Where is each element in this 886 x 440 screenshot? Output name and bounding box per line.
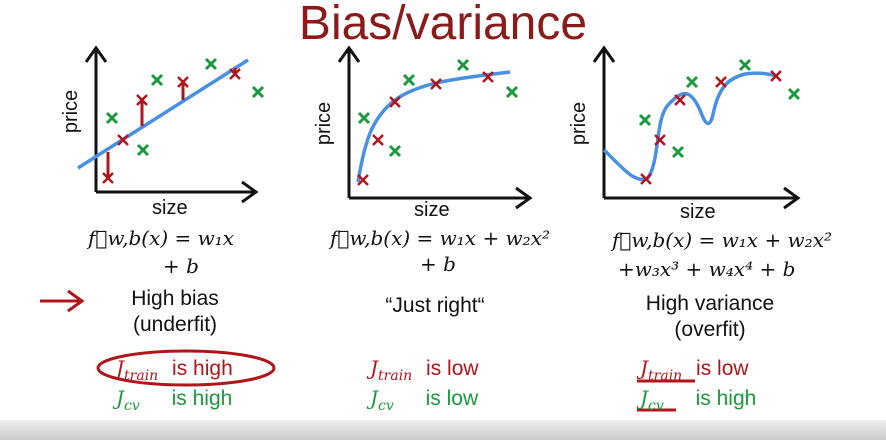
panel3-jtrain-text: is low xyxy=(696,357,749,380)
train-point-marker xyxy=(357,174,369,186)
train-point-marker xyxy=(654,134,666,146)
panel2-jcv-text: is low xyxy=(425,387,479,410)
panel1-x-label: size xyxy=(152,197,188,219)
panel2-fit-curve xyxy=(356,70,511,183)
cv-point-marker xyxy=(402,73,416,87)
panel3-formula-line1: f⃗w,b(x) = w₁x + w₂x² xyxy=(612,228,832,252)
train-point-marker xyxy=(770,70,782,82)
panel1-jtrain-text: is high xyxy=(172,357,233,380)
panel1-description-line2: (underfit) xyxy=(132,313,218,336)
panel3-fit-curve xyxy=(602,71,777,182)
panel3-x-label: size xyxy=(680,201,716,223)
cv-point-marker xyxy=(150,73,164,87)
panel3-jcv-symbol: Jcv xyxy=(640,386,664,414)
train-point-marker xyxy=(430,78,442,90)
panel1-residuals xyxy=(106,68,237,178)
panel2-jtrain-symbol: Jtrain xyxy=(370,356,413,384)
train-point-marker xyxy=(389,96,401,108)
panel1-jtrain-symbol: Jtrain xyxy=(116,356,159,384)
data-markers xyxy=(102,57,801,186)
panel3-y-label: price xyxy=(568,101,591,146)
train-point-marker xyxy=(229,68,241,80)
panel2-description-line1: “Just right“ xyxy=(385,294,485,317)
cv-point-marker xyxy=(671,145,685,159)
panel1-jtrain: Jtrain is high xyxy=(116,356,233,384)
slide-title: Bias/variance xyxy=(298,0,588,50)
panel1-description-line1: High bias xyxy=(131,287,219,310)
panel3-jcv: Jcv is high xyxy=(640,386,756,414)
panel2-jtrain-text: is low xyxy=(426,357,479,380)
panel2-jcv-symbol: Jcv xyxy=(370,386,394,414)
train-point-marker xyxy=(136,94,148,106)
panel3-description-line1: High variance xyxy=(645,292,775,315)
bottom-shadow-bar xyxy=(0,420,886,440)
panel1-formula-line1: f⃗w,b(x) = w₁x xyxy=(88,226,235,250)
panel2-formula-line1: f⃗w,b(x) = w₁x + w₂x² xyxy=(330,226,550,250)
train-point-marker xyxy=(674,94,686,106)
cv-point-marker xyxy=(505,85,519,99)
cv-point-marker xyxy=(738,58,752,72)
panel3-jcv-text: is high xyxy=(695,387,757,410)
panel3-formula-line2: +w₃x³ + w₄x⁴ + b xyxy=(618,257,796,281)
panel2-jtrain: Jtrain is low xyxy=(370,356,479,384)
cv-point-marker xyxy=(456,58,470,72)
panel1-jcv: Jcv is high xyxy=(116,386,232,414)
panel2-formula-line2: + b xyxy=(420,252,456,276)
panel3-description-line2: (overfit) xyxy=(674,318,746,341)
panel1-jcv-text: is high xyxy=(171,387,233,410)
panel1-axes xyxy=(84,45,259,204)
panel1-fit-line xyxy=(77,58,249,170)
cv-point-marker xyxy=(251,85,265,99)
cv-point-marker xyxy=(787,87,801,101)
panel3-axes xyxy=(592,45,801,210)
panel1-formula-line2: + b xyxy=(163,254,199,278)
cv-point-marker xyxy=(105,111,119,125)
annotation-circle xyxy=(96,349,276,387)
train-point-marker xyxy=(715,76,727,88)
cv-point-marker xyxy=(204,57,218,71)
cv-point-marker xyxy=(638,113,652,127)
panel1-jcv-symbol: Jcv xyxy=(116,386,140,414)
panel2-y-label: price xyxy=(313,101,336,146)
cv-point-marker xyxy=(685,75,699,89)
panel3-jtrain-symbol: Jtrain xyxy=(640,356,683,384)
train-point-marker xyxy=(117,134,129,146)
train-point-marker xyxy=(482,71,494,83)
train-point-marker xyxy=(102,172,114,184)
panel3-jtrain: Jtrain is low xyxy=(640,356,749,384)
train-point-marker xyxy=(640,173,652,185)
panel2-axes xyxy=(337,45,533,210)
panel2-jcv: Jcv is low xyxy=(370,386,478,414)
cv-point-marker xyxy=(136,143,150,157)
train-point-marker xyxy=(177,76,189,88)
panel1-y-label: price xyxy=(60,89,83,134)
cv-point-marker xyxy=(388,144,402,158)
panel2-x-label: size xyxy=(414,199,450,221)
train-point-marker xyxy=(372,134,384,146)
annotation-arrow xyxy=(40,289,85,313)
cv-point-marker xyxy=(357,111,371,125)
